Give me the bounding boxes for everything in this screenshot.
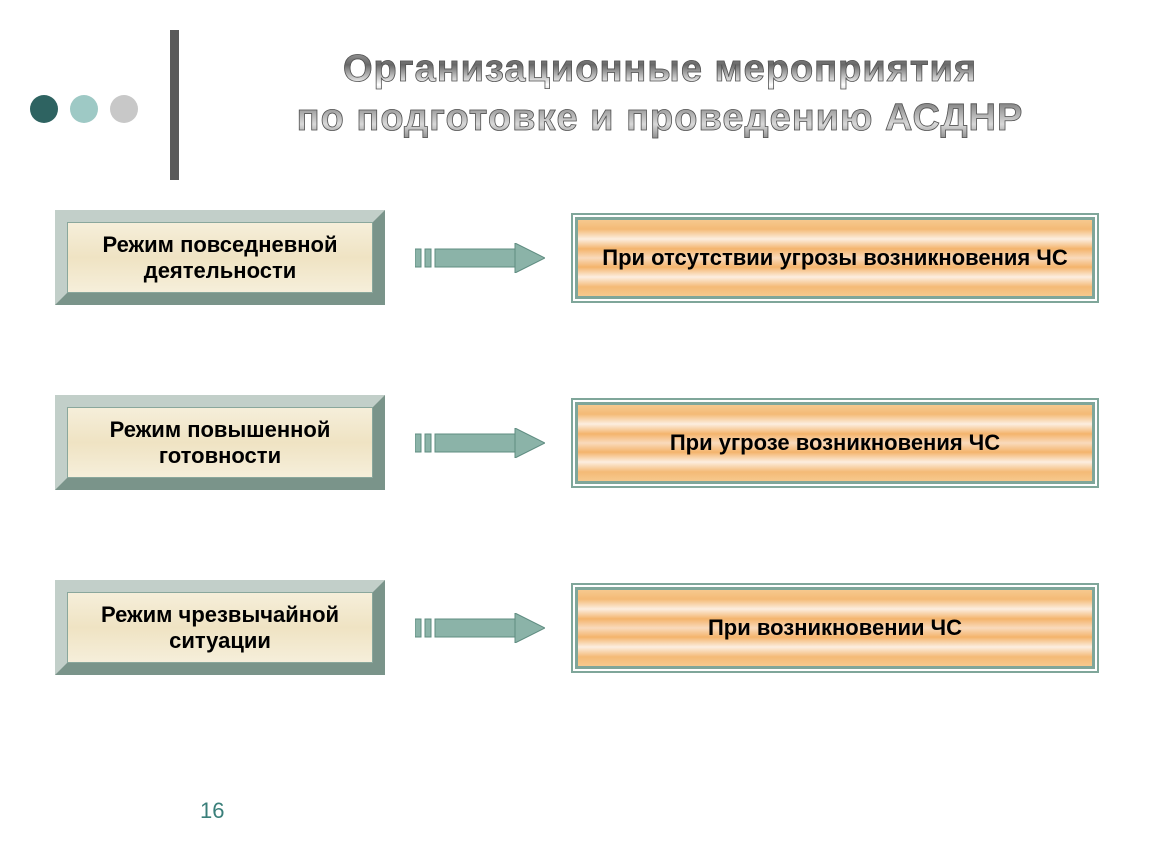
left-box-2: Режим повышенной готовности — [55, 395, 385, 490]
row-3: Режим чрезвычайной ситуации При возникно… — [55, 580, 1095, 675]
left-box-1-label: Режим повседневной деятельности — [63, 232, 377, 284]
arrow-1 — [415, 243, 545, 273]
right-box-1-label: При отсутствии угрозы возникновения ЧС — [602, 245, 1067, 271]
arrow-icon — [415, 613, 545, 643]
right-box-2-label: При угрозе возникновения ЧС — [670, 430, 1000, 456]
arrow-icon — [415, 428, 545, 458]
dot-3 — [110, 95, 138, 123]
title-line-1: Организационные мероприятия — [343, 48, 977, 90]
vertical-divider — [170, 30, 179, 180]
row-2: Режим повышенной готовности При угрозе в… — [55, 395, 1095, 490]
slide-title: Организационные мероприятия по подготовк… — [200, 45, 1120, 144]
arrow-icon — [415, 243, 545, 273]
dot-2 — [70, 95, 98, 123]
right-box-3: При возникновении ЧС — [575, 587, 1095, 669]
arrow-2 — [415, 428, 545, 458]
diagram-rows: Режим повседневной деятельности При отсу… — [55, 210, 1095, 765]
right-box-1: При отсутствии угрозы возникновения ЧС — [575, 217, 1095, 299]
arrow-3 — [415, 613, 545, 643]
decorative-dots — [30, 95, 138, 123]
left-box-1: Режим повседневной деятельности — [55, 210, 385, 305]
header: Организационные мероприятия по подготовк… — [30, 40, 1120, 170]
left-box-3-label: Режим чрезвычайной ситуации — [63, 602, 377, 654]
right-box-3-label: При возникновении ЧС — [708, 615, 962, 641]
left-box-3: Режим чрезвычайной ситуации — [55, 580, 385, 675]
row-1: Режим повседневной деятельности При отсу… — [55, 210, 1095, 305]
title-line-2: по подготовке и проведению АСДНР — [297, 97, 1024, 139]
right-box-2: При угрозе возникновения ЧС — [575, 402, 1095, 484]
left-box-2-label: Режим повышенной готовности — [63, 417, 377, 469]
dot-1 — [30, 95, 58, 123]
page-number: 16 — [200, 798, 224, 824]
